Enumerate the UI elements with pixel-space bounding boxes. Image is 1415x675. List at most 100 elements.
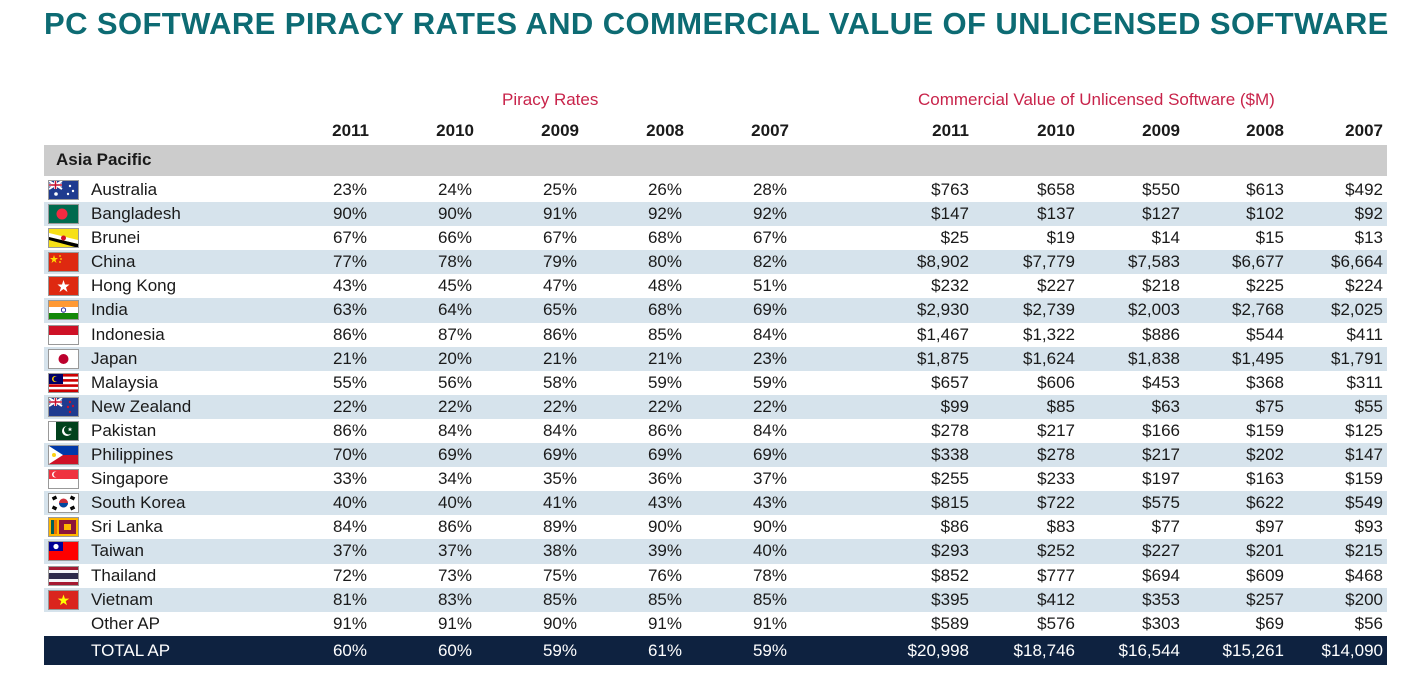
commercial-value-2010: $606 [1037, 372, 1075, 392]
commercial-value-2008: $609 [1246, 565, 1284, 585]
country-name: New Zealand [91, 396, 192, 416]
total-rate-2010: 60% [437, 641, 472, 660]
sri-lanka-flag-icon [48, 517, 79, 538]
piracy-rate-2010: 37% [437, 541, 472, 561]
piracy-rate-2008: 26% [647, 180, 682, 199]
piracy-rate-2009: 47% [542, 276, 577, 296]
piracy-rate-2010: 78% [437, 252, 472, 272]
commercial-value-2008: $613 [1246, 180, 1284, 199]
commercial-value-2007: $159 [1345, 469, 1383, 489]
piracy-rate-2007: 69% [752, 445, 787, 465]
table-row: Malaysia 55% 56% 58% 59% 59% $657 $606 $453 $368 $… [44, 371, 1387, 395]
country-name: Other AP [91, 613, 160, 633]
value-year-2008: 2008 [1246, 121, 1284, 140]
piracy-rate-2009: 90% [542, 613, 577, 633]
piracy-rate-2009: 84% [542, 420, 577, 440]
commercial-value-2010: $2,739 [1023, 300, 1075, 320]
commercial-value-2008: $622 [1246, 493, 1284, 513]
piracy-year-2010: 2010 [436, 121, 474, 140]
commercial-value-2007: $468 [1345, 565, 1383, 585]
commercial-value-2007: $6,664 [1331, 252, 1383, 272]
piracy-rate-2011: 81% [332, 589, 367, 609]
commercial-value-2008: $15 [1255, 228, 1284, 248]
page-title: PC SOFTWARE PIRACY RATES AND COMMERCIAL … [44, 6, 1389, 41]
commercial-value-2008: $102 [1246, 204, 1284, 224]
commercial-value-2011: $25 [940, 228, 969, 248]
commercial-value-2009: $303 [1142, 613, 1180, 633]
commercial-value-2011: $147 [931, 204, 969, 224]
piracy-rate-2009: 89% [542, 517, 577, 537]
commercial-value-2008: $2,768 [1232, 300, 1284, 320]
table-row: Sri Lanka 84% 86% 89% 90% 90% $86 $83 $77 $97 $93 [44, 515, 1387, 539]
commercial-value-2007: $1,791 [1331, 348, 1383, 368]
piracy-rate-2011: 43% [332, 276, 367, 296]
commercial-value-2007: $55 [1354, 396, 1383, 416]
piracy-rate-2007: 92% [752, 204, 787, 224]
commercial-value-2009: $453 [1142, 372, 1180, 392]
country-table: Australia 23% 24% 25% 26% 28% $763 $658 $550 $613… [44, 178, 1387, 636]
commercial-value-2010: $1,322 [1023, 324, 1075, 344]
piracy-rate-2008: 92% [647, 204, 682, 224]
piracy-rate-2010: 45% [437, 276, 472, 296]
brunei-flag-icon [48, 228, 79, 249]
piracy-rate-2011: 86% [332, 420, 367, 440]
piracy-rate-2011: 55% [332, 372, 367, 392]
piracy-rate-2011: 33% [332, 469, 367, 489]
piracy-rate-2011: 86% [332, 324, 367, 344]
piracy-rate-2007: 40% [752, 541, 787, 561]
commercial-value-2009: $1,838 [1128, 348, 1180, 368]
commercial-value-2008: $69 [1255, 613, 1284, 633]
piracy-rate-2008: 43% [647, 493, 682, 513]
country-name: Taiwan [91, 541, 144, 561]
commercial-value-2011: $657 [931, 372, 969, 392]
piracy-rate-2007: 85% [752, 589, 787, 609]
vietnam-flag-icon [48, 589, 79, 610]
total-value-2007: $14,090 [1321, 641, 1383, 660]
commercial-value-2008: $163 [1246, 469, 1284, 489]
piracy-rate-2007: 69% [752, 300, 787, 320]
country-name: Australia [91, 180, 158, 199]
table-row: Indonesia 86% 87% 86% 85% 84% $1,467 $1,322 $886… [44, 323, 1387, 347]
hong-kong-flag-icon [48, 276, 79, 297]
piracy-rate-2008: 90% [647, 517, 682, 537]
piracy-rate-2008: 21% [647, 348, 682, 368]
piracy-rate-2010: 66% [437, 228, 472, 248]
piracy-rate-2010: 20% [437, 348, 472, 368]
commercial-value-2010: $722 [1037, 493, 1075, 513]
piracy-rate-2011: 67% [332, 228, 367, 248]
bangladesh-flag-icon [48, 204, 79, 225]
commercial-value-2009: $575 [1142, 493, 1180, 513]
table-row: South Korea 40% 40% 41% 43% 43% $815 $722 $575 $6… [44, 491, 1387, 516]
piracy-rate-2008: 86% [647, 420, 682, 440]
piracy-rate-2007: 67% [752, 228, 787, 248]
commercial-value-2007: $56 [1354, 613, 1383, 633]
country-name: Bangladesh [91, 204, 181, 224]
piracy-rate-2009: 85% [542, 589, 577, 609]
commercial-value-2008: $225 [1246, 276, 1284, 296]
total-rate-2009: 59% [542, 641, 577, 660]
piracy-rate-2010: 64% [437, 300, 472, 320]
piracy-rate-2009: 69% [542, 445, 577, 465]
piracy-rate-2009: 25% [542, 180, 577, 199]
table-row: India 63% 64% 65% 68% 69% $2,930 $2,739 $2,003 $2… [44, 298, 1387, 323]
commercial-value-2011: $395 [931, 589, 969, 609]
piracy-rate-2008: 59% [647, 372, 682, 392]
commercial-value-2008: $6,677 [1232, 252, 1284, 272]
total-value-2011: $20,998 [907, 641, 969, 660]
piracy-rate-2009: 79% [542, 252, 577, 272]
total-value-2008: $15,261 [1222, 641, 1284, 660]
commercial-value-2009: $353 [1142, 589, 1180, 609]
commercial-value-2010: $7,779 [1023, 252, 1075, 272]
table-row: Philippines 70% 69% 69% 69% 69% $338 $278 $217 $2… [44, 443, 1387, 468]
commercial-value-2010: $85 [1046, 396, 1075, 416]
piracy-rate-2009: 86% [542, 324, 577, 344]
commercial-value-2009: $550 [1142, 180, 1180, 199]
piracy-rate-2010: 56% [437, 372, 472, 392]
commercial-value-2011: $278 [931, 420, 969, 440]
value-year-2010: 2010 [1037, 121, 1075, 140]
table-row: Hong Kong 43% 45% 47% 48% 51% $232 $227 $218 $225… [44, 274, 1387, 298]
piracy-rate-2011: 91% [332, 613, 367, 633]
commercial-value-2009: $227 [1142, 541, 1180, 561]
piracy-rate-2010: 86% [437, 517, 472, 537]
country-name: Indonesia [91, 324, 165, 344]
